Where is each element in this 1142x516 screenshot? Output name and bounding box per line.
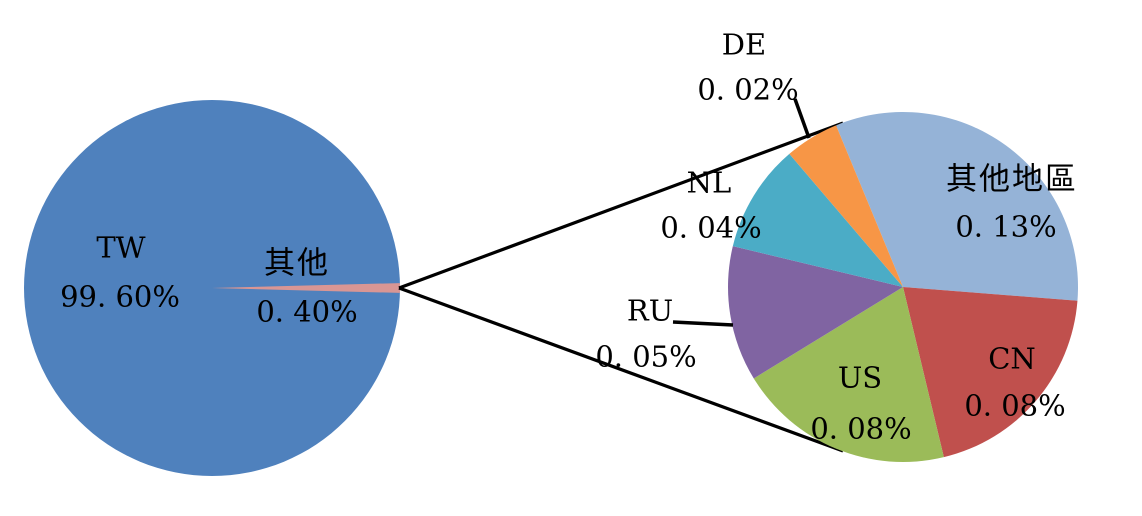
primary-pie [24,100,401,476]
label-other-region-name: 其他地區 [946,161,1078,198]
label-ru-value: 0. 05% [595,339,697,374]
label-other-value: 0. 40% [256,294,358,329]
secondary-slice-CN [903,287,1078,458]
series-line-lower [398,286,844,453]
label-us-value: 0. 08% [810,411,912,446]
label-cn-name: CN [988,341,1036,376]
leader-line-ru [672,320,734,327]
label-de-value: 0. 02% [697,72,799,107]
label-nl-value: 0. 04% [660,210,762,245]
primary-slice-其他 [212,283,401,293]
label-other-name: 其他 [264,245,330,282]
secondary-slice-US [753,287,944,462]
label-tw-value: 99. 60% [60,279,180,314]
secondary-slice-其他地區 [836,111,1078,301]
secondary-slice-NL [732,153,903,287]
secondary-pie [728,111,1078,462]
label-cn-value: 0. 08% [964,388,1066,423]
secondary-slice-RU [728,246,903,379]
label-us-name: US [837,360,883,395]
leader-lines [672,98,811,327]
leader-line-de [793,98,811,139]
label-nl-name: NL [686,165,732,200]
label-ru-name: RU [626,293,674,328]
secondary-slice-DE [789,125,903,287]
series-line-upper [398,121,844,290]
label-tw-name: TW [96,230,146,265]
series-lines [398,121,844,453]
label-de-name: DE [721,27,767,62]
label-other-region-value: 0. 13% [955,209,1057,244]
